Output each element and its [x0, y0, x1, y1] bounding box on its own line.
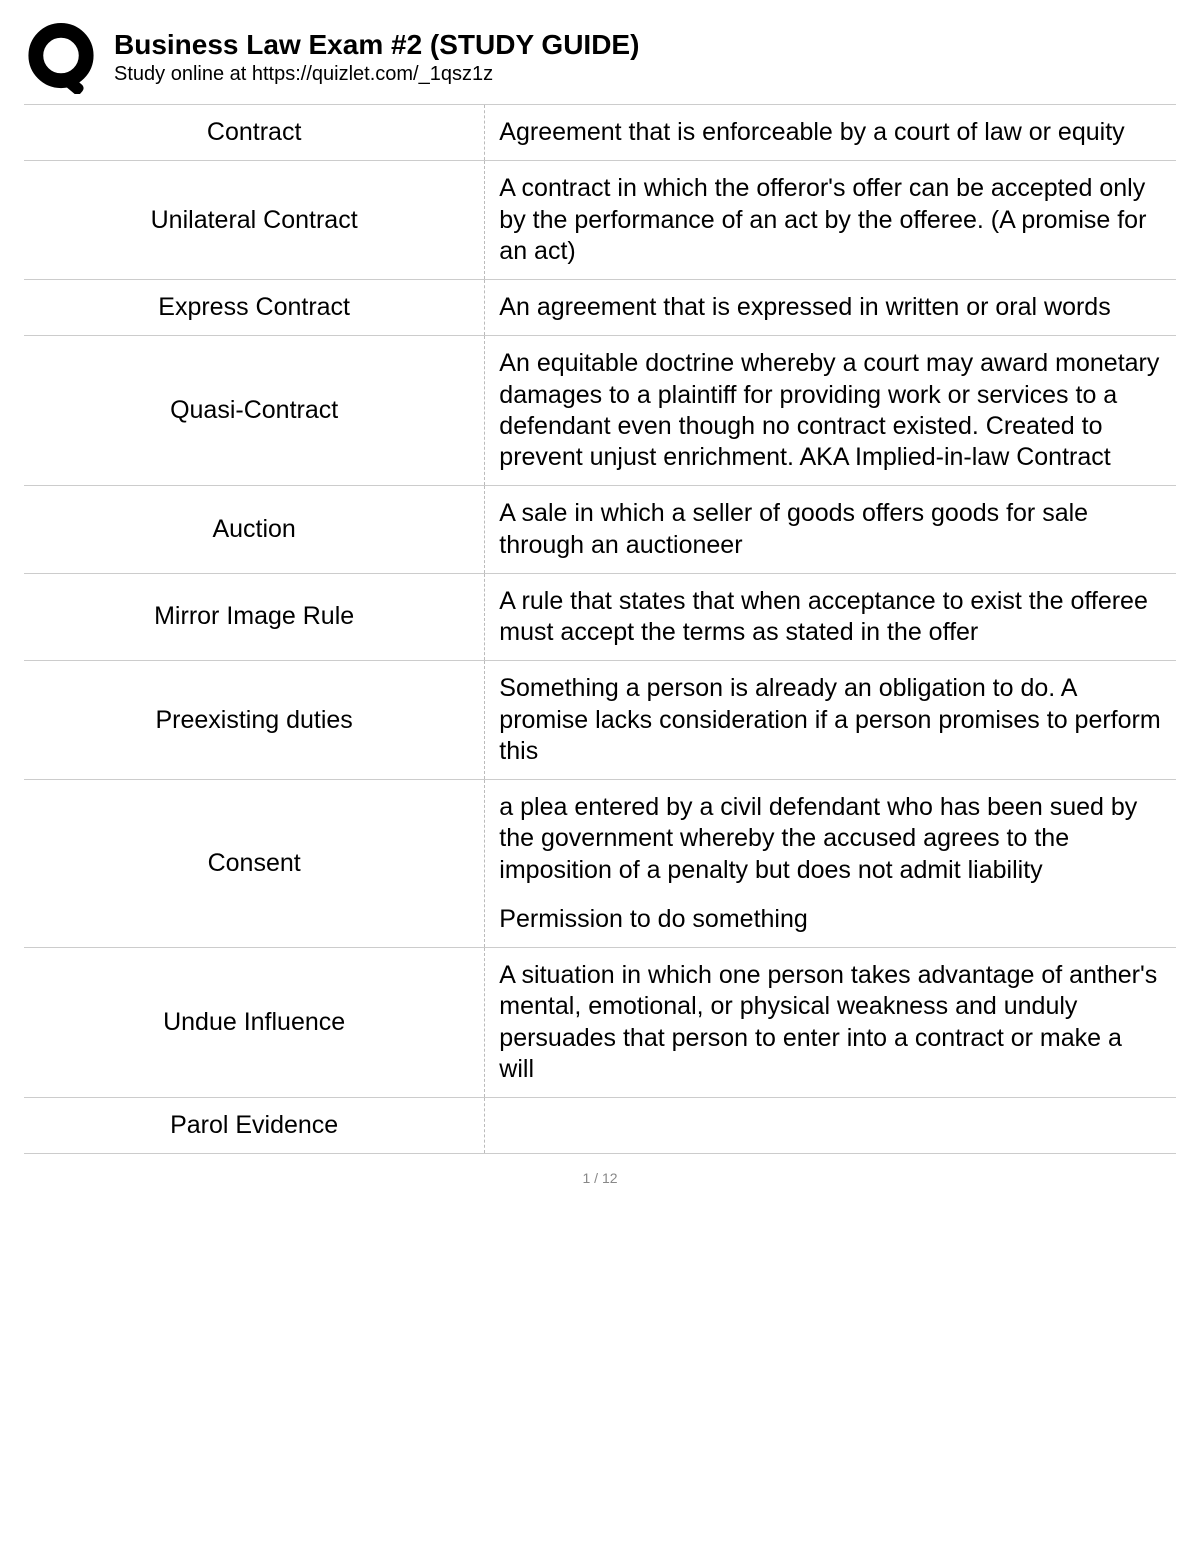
- table-row: Undue InfluenceA situation in which one …: [24, 948, 1176, 1098]
- table-row: Consenta plea entered by a civil defenda…: [24, 780, 1176, 948]
- flashcard-table: ContractAgreement that is enforceable by…: [24, 104, 1176, 1154]
- table-row: Express ContractAn agreement that is exp…: [24, 280, 1176, 336]
- table-row: Mirror Image RuleA rule that states that…: [24, 573, 1176, 661]
- table-row: Parol Evidence: [24, 1098, 1176, 1154]
- definition-cell: Agreement that is enforceable by a court…: [485, 105, 1176, 161]
- term-cell: Consent: [24, 780, 485, 948]
- page-title: Business Law Exam #2 (STUDY GUIDE): [114, 29, 639, 61]
- definition-cell: An equitable doctrine whereby a court ma…: [485, 336, 1176, 486]
- table-row: Unilateral ContractA contract in which t…: [24, 161, 1176, 280]
- table-row: Preexisting dutiesSomething a person is …: [24, 661, 1176, 780]
- page-indicator: 1 / 12: [24, 1170, 1176, 1186]
- term-cell: Quasi-Contract: [24, 336, 485, 486]
- page-subtitle: Study online at https://quizlet.com/_1qs…: [114, 63, 639, 86]
- definition-cell: A rule that states that when acceptance …: [485, 573, 1176, 661]
- definition-cell: Something a person is already an obligat…: [485, 661, 1176, 780]
- table-row: Quasi-ContractAn equitable doctrine wher…: [24, 336, 1176, 486]
- definition-cell: A situation in which one person takes ad…: [485, 948, 1176, 1098]
- page-header: Business Law Exam #2 (STUDY GUIDE) Study…: [24, 20, 1176, 94]
- term-cell: Auction: [24, 486, 485, 574]
- table-row: ContractAgreement that is enforceable by…: [24, 105, 1176, 161]
- definition-cell: [485, 1098, 1176, 1154]
- definition-cell: An agreement that is expressed in writte…: [485, 280, 1176, 336]
- definition-cell: a plea entered by a civil defendant who …: [485, 780, 1176, 948]
- definition-cell: A contract in which the offeror's offer …: [485, 161, 1176, 280]
- term-cell: Preexisting duties: [24, 661, 485, 780]
- term-cell: Mirror Image Rule: [24, 573, 485, 661]
- quizlet-logo-icon: [24, 20, 98, 94]
- term-cell: Parol Evidence: [24, 1098, 485, 1154]
- table-row: AuctionA sale in which a seller of goods…: [24, 486, 1176, 574]
- term-cell: Contract: [24, 105, 485, 161]
- definition-cell: A sale in which a seller of goods offers…: [485, 486, 1176, 574]
- term-cell: Express Contract: [24, 280, 485, 336]
- term-cell: Undue Influence: [24, 948, 485, 1098]
- term-cell: Unilateral Contract: [24, 161, 485, 280]
